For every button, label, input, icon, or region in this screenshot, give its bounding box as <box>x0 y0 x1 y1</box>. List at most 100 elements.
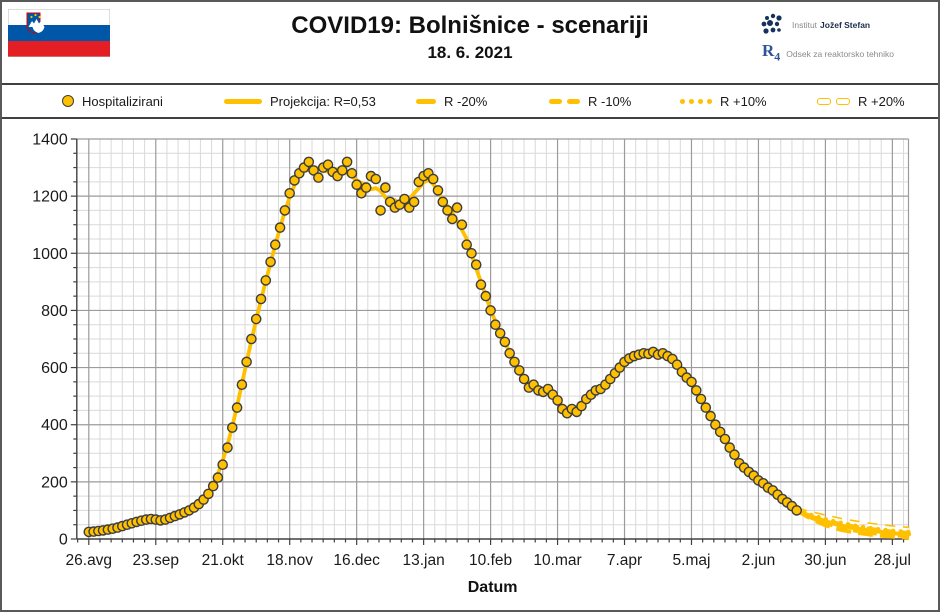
data-point-marker <box>255 293 267 305</box>
page-title: COVID19: Bolnišnice - scenariji <box>291 12 649 39</box>
data-point-marker <box>260 275 272 286</box>
department-row: R4 Odsek za reaktorsko tehniko <box>760 41 910 64</box>
data-point-marker <box>289 175 300 186</box>
data-point-marker <box>308 165 319 176</box>
data-point-marker <box>719 433 731 445</box>
legend-item-r-plus10: R +10% <box>680 85 767 117</box>
y-tick-label: 600 <box>41 360 68 377</box>
data-point-marker <box>475 279 487 290</box>
data-point-marker <box>226 422 238 433</box>
page-subtitle: 18. 6. 2021 <box>427 43 513 62</box>
data-point-marker <box>700 402 712 413</box>
data-point-marker <box>691 385 702 396</box>
data-point-marker <box>427 173 439 185</box>
legend-label: R +10% <box>720 93 767 109</box>
single-dash-sample-icon <box>416 98 436 104</box>
legend-item-r-minus10: R -10% <box>549 85 631 117</box>
y-tick-label: 400 <box>41 417 68 434</box>
data-point-marker <box>212 472 224 483</box>
data-point-marker <box>514 365 525 376</box>
scenario-line-r-plus20-inner <box>796 509 910 531</box>
data-point-marker <box>714 426 726 438</box>
data-point-marker <box>370 173 382 185</box>
legend-label: R +20% <box>858 93 905 109</box>
x-tick-label: 7.apr <box>607 552 642 569</box>
x-tick-label: 2.jun <box>742 552 776 569</box>
data-point-marker <box>250 313 262 325</box>
slovenia-flag <box>8 9 110 57</box>
projection-line-main <box>794 508 912 537</box>
x-tick-label: 18.nov <box>266 552 313 569</box>
legend-item-r-minus20: R -20% <box>416 85 487 117</box>
data-point-marker <box>470 259 482 270</box>
data-point-marker <box>576 400 587 412</box>
data-point-marker <box>341 156 353 168</box>
data-point-marker <box>336 165 348 176</box>
data-point-marker <box>313 172 324 183</box>
legend-label: Projekcija: R=0,53 <box>270 93 376 109</box>
solid-line-sample-icon <box>224 98 262 104</box>
data-point-marker <box>490 319 501 330</box>
data-point-marker <box>207 480 219 492</box>
data-point-marker <box>375 205 386 216</box>
y-tick-label: 0 <box>59 532 68 549</box>
data-point-marker <box>480 290 492 302</box>
x-axis-title: Datum <box>468 579 518 596</box>
double-dash-sample-icon <box>549 98 580 104</box>
data-point-marker <box>399 193 410 205</box>
dots-sample-icon <box>680 98 712 104</box>
data-point-marker <box>322 159 334 171</box>
scenario-line-r-minus20 <box>795 508 910 540</box>
data-point-marker <box>351 179 363 190</box>
legend-label: R -10% <box>588 93 632 109</box>
institute-logo-block: Institut Jožef Stefan R4 Odsek za reakto… <box>760 12 910 69</box>
y-tick-label: 1000 <box>32 246 68 263</box>
data-point-marker <box>222 442 233 453</box>
data-point-marker <box>231 402 243 413</box>
data-point-marker <box>380 182 391 193</box>
chart-plot-area: 26.avg 23.sep 21.okt 18.nov 16.dec 13.jan 10.f… <box>32 132 912 596</box>
data-point-marker <box>461 239 473 250</box>
data-point-marker <box>217 459 228 471</box>
x-tick-label: 28.jul <box>874 552 911 569</box>
slovenia-coat-of-arms <box>26 12 45 34</box>
legend-label: Hospitalizirani <box>82 93 163 109</box>
data-point-marker <box>265 256 276 268</box>
data-point-marker <box>729 449 740 461</box>
data-point-marker <box>408 196 420 208</box>
x-tick-label: 10.feb <box>469 552 512 569</box>
data-point-marker <box>246 333 257 345</box>
title-block: COVID19: Bolnišnice - scenariji 18. 6. 2… <box>2 2 938 63</box>
flag-red-stripe <box>8 41 110 57</box>
r4-logo: R4 <box>762 41 781 64</box>
data-point-marker <box>446 213 458 225</box>
y-tick-label: 800 <box>41 303 68 320</box>
data-point-marker <box>466 247 477 259</box>
y-tick-label: 200 <box>41 474 68 491</box>
chart-legend: Hospitalizirani Projekcija: R=0,53 R -20… <box>2 85 938 119</box>
data-point-marker <box>442 205 453 216</box>
data-point-marker <box>552 395 563 406</box>
data-point-marker <box>274 222 286 233</box>
data-point-marker <box>279 205 291 216</box>
institute-name-light: Institut <box>792 20 818 30</box>
x-tick-label: 30.jun <box>804 552 846 569</box>
x-tick-label: 16.dec <box>333 552 380 569</box>
data-point-marker <box>705 410 716 422</box>
data-point-marker <box>284 188 296 199</box>
data-point-marker <box>236 379 248 391</box>
data-point-marker <box>360 182 372 193</box>
x-tick-label: 23.sep <box>132 552 179 569</box>
data-point-marker <box>509 356 520 368</box>
data-point-marker <box>686 376 697 388</box>
data-point-marker <box>724 442 736 453</box>
data-point-marker <box>432 185 444 196</box>
data-point-marker <box>456 219 468 230</box>
scenario-line-r-plus10 <box>794 508 912 535</box>
ijs-dots-logo-icon <box>761 13 782 34</box>
institute-row: Institut Jožef Stefan <box>760 12 910 38</box>
legend-item-hospitalizirani: Hospitalizirani <box>62 85 163 117</box>
model-fit-line <box>86 166 799 534</box>
data-point-marker <box>437 196 449 208</box>
